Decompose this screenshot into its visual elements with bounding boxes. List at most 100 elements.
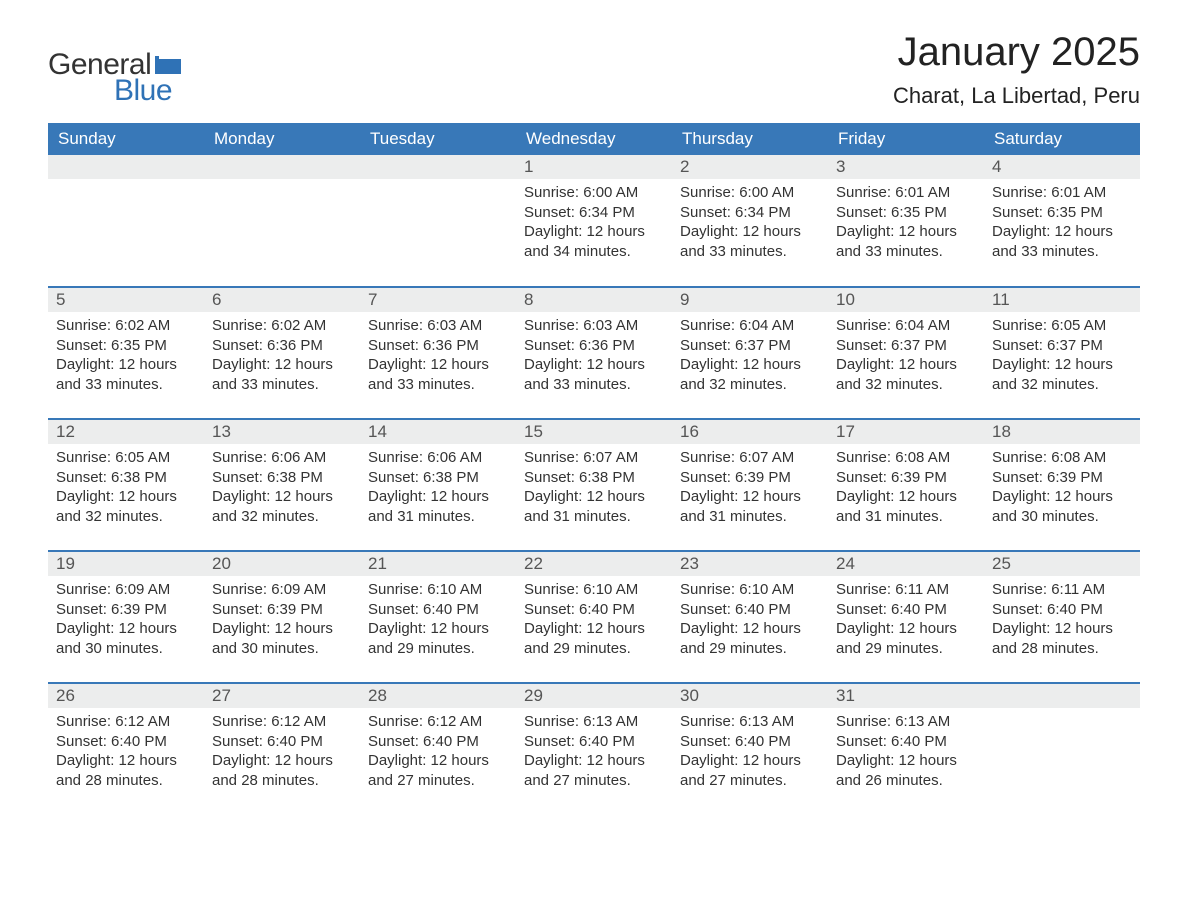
sunrise-text: Sunrise: 6:11 AM [836, 580, 976, 600]
sunset-text: Sunset: 6:35 PM [56, 336, 196, 356]
day-number: 20 [204, 552, 360, 576]
header: General Blue January 2025 Charat, La Lib… [48, 30, 1140, 119]
daylight-line1: Daylight: 12 hours [368, 355, 508, 375]
daylight-line2: and 29 minutes. [836, 639, 976, 659]
day-details: Sunrise: 6:03 AMSunset: 6:36 PMDaylight:… [360, 312, 516, 404]
day-number: 5 [48, 288, 204, 312]
sunrise-text: Sunrise: 6:11 AM [992, 580, 1132, 600]
sunrise-text: Sunrise: 6:02 AM [212, 316, 352, 336]
daylight-line2: and 31 minutes. [680, 507, 820, 527]
day-details: Sunrise: 6:02 AMSunset: 6:36 PMDaylight:… [204, 312, 360, 404]
day-details: Sunrise: 6:03 AMSunset: 6:36 PMDaylight:… [516, 312, 672, 404]
sunrise-text: Sunrise: 6:13 AM [680, 712, 820, 732]
calendar-day-cell: 28Sunrise: 6:12 AMSunset: 6:40 PMDayligh… [360, 683, 516, 815]
day-number: 15 [516, 420, 672, 444]
sunrise-text: Sunrise: 6:04 AM [680, 316, 820, 336]
daylight-line2: and 33 minutes. [836, 242, 976, 262]
day-number: 23 [672, 552, 828, 576]
calendar-day-cell: 21Sunrise: 6:10 AMSunset: 6:40 PMDayligh… [360, 551, 516, 683]
day-number: 12 [48, 420, 204, 444]
calendar-day-cell: 1Sunrise: 6:00 AMSunset: 6:34 PMDaylight… [516, 155, 672, 287]
day-number: 22 [516, 552, 672, 576]
calendar-day-cell: 4Sunrise: 6:01 AMSunset: 6:35 PMDaylight… [984, 155, 1140, 287]
day-details: Sunrise: 6:09 AMSunset: 6:39 PMDaylight:… [48, 576, 204, 668]
logo-flag-icon [155, 56, 183, 74]
daylight-line1: Daylight: 12 hours [368, 487, 508, 507]
calendar-day-cell: 10Sunrise: 6:04 AMSunset: 6:37 PMDayligh… [828, 287, 984, 419]
calendar-day-cell: 16Sunrise: 6:07 AMSunset: 6:39 PMDayligh… [672, 419, 828, 551]
calendar-day-cell [984, 683, 1140, 815]
sunrise-text: Sunrise: 6:05 AM [992, 316, 1132, 336]
sunset-text: Sunset: 6:40 PM [680, 600, 820, 620]
daylight-line2: and 29 minutes. [524, 639, 664, 659]
title-block: January 2025 Charat, La Libertad, Peru [893, 30, 1140, 119]
day-details: Sunrise: 6:11 AMSunset: 6:40 PMDaylight:… [828, 576, 984, 668]
daylight-line1: Daylight: 12 hours [212, 751, 352, 771]
calendar-week-row: 5Sunrise: 6:02 AMSunset: 6:35 PMDaylight… [48, 287, 1140, 419]
calendar-day-cell: 22Sunrise: 6:10 AMSunset: 6:40 PMDayligh… [516, 551, 672, 683]
daylight-line2: and 32 minutes. [212, 507, 352, 527]
day-number: 16 [672, 420, 828, 444]
calendar-day-cell: 29Sunrise: 6:13 AMSunset: 6:40 PMDayligh… [516, 683, 672, 815]
daylight-line2: and 33 minutes. [212, 375, 352, 395]
daylight-line2: and 32 minutes. [836, 375, 976, 395]
sunrise-text: Sunrise: 6:13 AM [524, 712, 664, 732]
sunrise-text: Sunrise: 6:08 AM [836, 448, 976, 468]
daylight-line2: and 33 minutes. [368, 375, 508, 395]
calendar-day-cell: 31Sunrise: 6:13 AMSunset: 6:40 PMDayligh… [828, 683, 984, 815]
sunset-text: Sunset: 6:37 PM [836, 336, 976, 356]
calendar-day-cell: 23Sunrise: 6:10 AMSunset: 6:40 PMDayligh… [672, 551, 828, 683]
calendar-day-cell: 27Sunrise: 6:12 AMSunset: 6:40 PMDayligh… [204, 683, 360, 815]
day-header: Monday [204, 123, 360, 155]
sunset-text: Sunset: 6:40 PM [680, 732, 820, 752]
daylight-line1: Daylight: 12 hours [836, 619, 976, 639]
day-details: Sunrise: 6:13 AMSunset: 6:40 PMDaylight:… [672, 708, 828, 800]
daylight-line1: Daylight: 12 hours [992, 222, 1132, 242]
daylight-line2: and 26 minutes. [836, 771, 976, 791]
calendar-day-cell: 17Sunrise: 6:08 AMSunset: 6:39 PMDayligh… [828, 419, 984, 551]
daylight-line1: Daylight: 12 hours [56, 355, 196, 375]
day-number: 11 [984, 288, 1140, 312]
sunrise-text: Sunrise: 6:06 AM [212, 448, 352, 468]
day-details: Sunrise: 6:00 AMSunset: 6:34 PMDaylight:… [516, 179, 672, 271]
day-details: Sunrise: 6:12 AMSunset: 6:40 PMDaylight:… [204, 708, 360, 800]
daylight-line2: and 33 minutes. [680, 242, 820, 262]
calendar-day-cell: 2Sunrise: 6:00 AMSunset: 6:34 PMDaylight… [672, 155, 828, 287]
sunrise-text: Sunrise: 6:03 AM [524, 316, 664, 336]
daylight-line2: and 32 minutes. [992, 375, 1132, 395]
sunset-text: Sunset: 6:36 PM [368, 336, 508, 356]
day-number: 7 [360, 288, 516, 312]
daylight-line1: Daylight: 12 hours [524, 487, 664, 507]
calendar-day-cell: 15Sunrise: 6:07 AMSunset: 6:38 PMDayligh… [516, 419, 672, 551]
sunrise-text: Sunrise: 6:04 AM [836, 316, 976, 336]
sunrise-text: Sunrise: 6:08 AM [992, 448, 1132, 468]
sunset-text: Sunset: 6:36 PM [524, 336, 664, 356]
day-number: 25 [984, 552, 1140, 576]
sunrise-text: Sunrise: 6:12 AM [212, 712, 352, 732]
calendar-day-cell: 24Sunrise: 6:11 AMSunset: 6:40 PMDayligh… [828, 551, 984, 683]
day-details: Sunrise: 6:13 AMSunset: 6:40 PMDaylight:… [828, 708, 984, 800]
daylight-line1: Daylight: 12 hours [368, 751, 508, 771]
day-details: Sunrise: 6:02 AMSunset: 6:35 PMDaylight:… [48, 312, 204, 404]
daylight-line2: and 32 minutes. [680, 375, 820, 395]
sunset-text: Sunset: 6:38 PM [524, 468, 664, 488]
daylight-line2: and 33 minutes. [524, 375, 664, 395]
sunrise-text: Sunrise: 6:12 AM [56, 712, 196, 732]
sunset-text: Sunset: 6:39 PM [212, 600, 352, 620]
daylight-line2: and 29 minutes. [368, 639, 508, 659]
daylight-line1: Daylight: 12 hours [836, 487, 976, 507]
calendar-day-cell: 8Sunrise: 6:03 AMSunset: 6:36 PMDaylight… [516, 287, 672, 419]
day-details: Sunrise: 6:04 AMSunset: 6:37 PMDaylight:… [672, 312, 828, 404]
day-details: Sunrise: 6:08 AMSunset: 6:39 PMDaylight:… [984, 444, 1140, 536]
day-number: 4 [984, 155, 1140, 179]
sunset-text: Sunset: 6:35 PM [992, 203, 1132, 223]
daylight-line1: Daylight: 12 hours [368, 619, 508, 639]
calendar-day-cell: 18Sunrise: 6:08 AMSunset: 6:39 PMDayligh… [984, 419, 1140, 551]
day-details: Sunrise: 6:12 AMSunset: 6:40 PMDaylight:… [360, 708, 516, 800]
sunset-text: Sunset: 6:40 PM [212, 732, 352, 752]
day-number: 1 [516, 155, 672, 179]
daylight-line2: and 31 minutes. [524, 507, 664, 527]
calendar-day-cell [360, 155, 516, 287]
daylight-line1: Daylight: 12 hours [836, 355, 976, 375]
day-header: Sunday [48, 123, 204, 155]
